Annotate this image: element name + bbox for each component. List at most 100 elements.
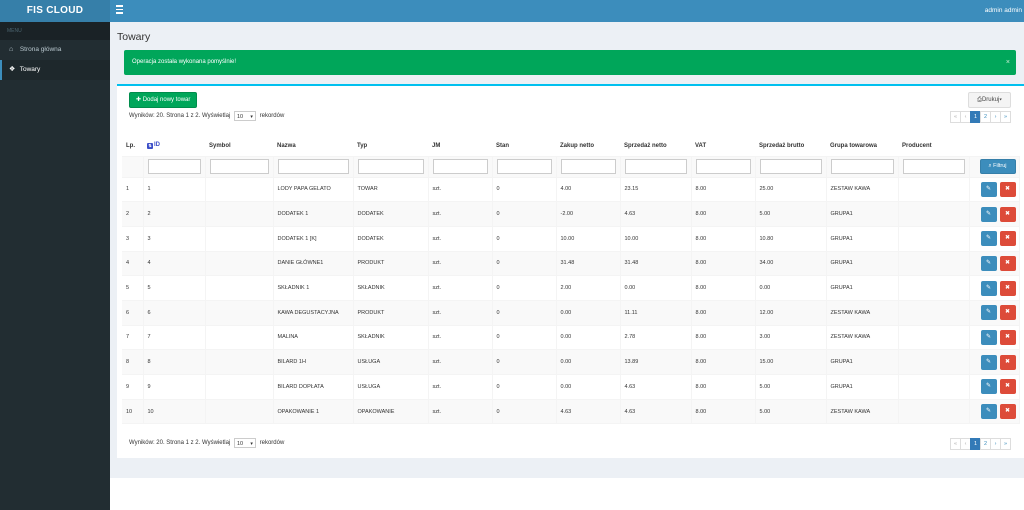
filter-symbol-input[interactable] [209,159,269,174]
edit-icon: ✎ [985,259,992,266]
delete-button[interactable]: ✖ [999,181,1016,197]
column-header[interactable]: VAT [691,136,755,157]
table-cell: KAWA DEGUSTACYJNA [273,300,354,326]
column-header-actions [969,136,1019,157]
edit-button[interactable]: ✎ [980,329,997,345]
filter-id-input[interactable] [147,159,201,174]
chevron-down-icon: ▾ [250,114,253,120]
per-page-select[interactable]: 10 ▾ [233,111,256,121]
filter-cell [205,156,274,178]
table-cell [898,201,970,227]
add-product-button[interactable]: ✚ Dodaj nowy towar [129,92,198,108]
table-cell: GRUPA1 [826,201,899,227]
column-header[interactable]: Symbol [205,136,273,157]
cubes-icon: ❖ [9,66,16,73]
table-cell: 34.00 [755,251,827,277]
column-header[interactable]: Nazwa [273,136,353,157]
table-cell: 12.00 [755,300,827,326]
delete-button[interactable]: ✖ [999,404,1016,420]
table-cell: 4.63 [620,399,692,425]
column-header[interactable]: JM [428,136,492,157]
filter-zakup-netto-input[interactable] [560,159,616,174]
column-header[interactable]: Producent [898,136,969,157]
edit-button[interactable]: ✎ [980,181,997,197]
print-button[interactable]: ⎙Drukuj▾ [968,92,1011,108]
table-row: 6 6 KAWA DEGUSTACYJNA PRODUKT szt. 0 0.00 11.11… [122,300,1020,326]
table-cell: ZESTAW KAWA [826,325,899,351]
user-menu[interactable]: admin admin [984,7,1022,14]
filter-button[interactable]: ⌕ Filtruj [979,159,1016,174]
filter-sprzedaz-netto-input[interactable] [624,159,687,174]
delete-button[interactable]: ✖ [999,255,1016,271]
delete-button[interactable]: ✖ [999,329,1016,345]
delete-button[interactable]: ✖ [999,305,1016,321]
table-cell: OPAKOWANIE [353,399,429,425]
edit-button[interactable]: ✎ [980,305,997,321]
edit-button[interactable]: ✎ [980,379,997,395]
table-cell: szt. [428,226,493,252]
filter-nazwa-input[interactable] [277,159,349,174]
table-cell: 8.00 [691,325,756,351]
table-cell: 0 [492,399,557,425]
edit-button[interactable]: ✎ [980,231,997,247]
actions-cell: ✎ ✖ [969,349,1020,375]
table-cell: 8.00 [691,226,756,252]
column-header[interactable]: Sprzedaż netto [620,136,691,157]
sidebar-item-towary[interactable]: ❖ Towary [0,60,110,80]
trash-icon: ✖ [1004,383,1011,390]
column-header[interactable]: Typ [353,136,428,157]
edit-icon: ✎ [985,309,992,316]
table-cell: 0.00 [556,325,621,351]
records-info-text: Wyników: 20. Strona 1 z 2. Wyświetlaj [129,113,231,119]
edit-button[interactable]: ✎ [980,354,997,370]
pagination-top: « ‹ 1 2 › » [950,111,1011,123]
print-label: Drukuj [981,97,1000,103]
content-footer-area [110,478,1024,510]
column-header-id[interactable]: ⇅ ID [143,136,205,157]
filter-producent-input[interactable] [902,159,965,174]
menu-toggle-icon[interactable] [116,5,126,15]
table-cell: SKŁADNIK [353,275,429,301]
delete-button[interactable]: ✖ [999,379,1016,395]
table-cell: 9 [122,374,144,400]
page-last-button[interactable]: » [1000,111,1011,123]
table-row: 4 4 DANIE GŁÓWNE1 PRODUKT szt. 0 31.48 31.48 8.0… [122,251,1020,277]
plus-icon: ✚ [136,97,142,103]
delete-button[interactable]: ✖ [999,206,1016,222]
delete-button[interactable]: ✖ [999,354,1016,370]
table-cell: DODATEK 1 [K] [273,226,354,252]
success-alert: Operacja została wykonana pomyślnie! × [124,50,1016,75]
filter-sprzedaz-brutto-input[interactable] [759,159,822,174]
filter-typ-input[interactable] [357,159,424,174]
app-logo[interactable]: FIS CLOUD [0,0,110,22]
table-cell: 3.00 [755,325,827,351]
table-cell: 23.15 [620,177,692,203]
page-last-button[interactable]: » [1000,438,1011,450]
delete-button[interactable]: ✖ [999,231,1016,247]
records-info-top: Wyników: 20. Strona 1 z 2. Wyświetlaj 10… [129,111,284,121]
table-cell: GRUPA1 [826,226,899,252]
column-header[interactable]: Zakup netto [556,136,620,157]
alert-message: Operacja została wykonana pomyślnie! [132,59,237,65]
edit-button[interactable]: ✎ [980,280,997,296]
column-header[interactable]: Sprzedaż brutto [755,136,826,157]
table-cell: szt. [428,177,493,203]
table-cell [205,177,274,203]
sidebar-item-home[interactable]: ⌂ Strona główna [0,40,110,60]
edit-button[interactable]: ✎ [980,255,997,271]
edit-button[interactable]: ✎ [980,404,997,420]
column-header[interactable]: Stan [492,136,556,157]
delete-button[interactable]: ✖ [999,280,1016,296]
per-page-select[interactable]: 10 ▾ [233,438,256,448]
filter-jm-input[interactable] [432,159,488,174]
filter-vat-input[interactable] [695,159,751,174]
table-cell: LODY PAPA GELATO [273,177,354,203]
table-cell [205,349,274,375]
home-icon: ⌂ [9,46,14,53]
filter-grupa-input[interactable] [830,159,894,174]
column-header[interactable]: Grupa towarowa [826,136,898,157]
filter-stan-input[interactable] [496,159,552,174]
table-cell: 0 [492,275,557,301]
edit-button[interactable]: ✎ [980,206,997,222]
close-icon[interactable]: × [1005,59,1010,66]
